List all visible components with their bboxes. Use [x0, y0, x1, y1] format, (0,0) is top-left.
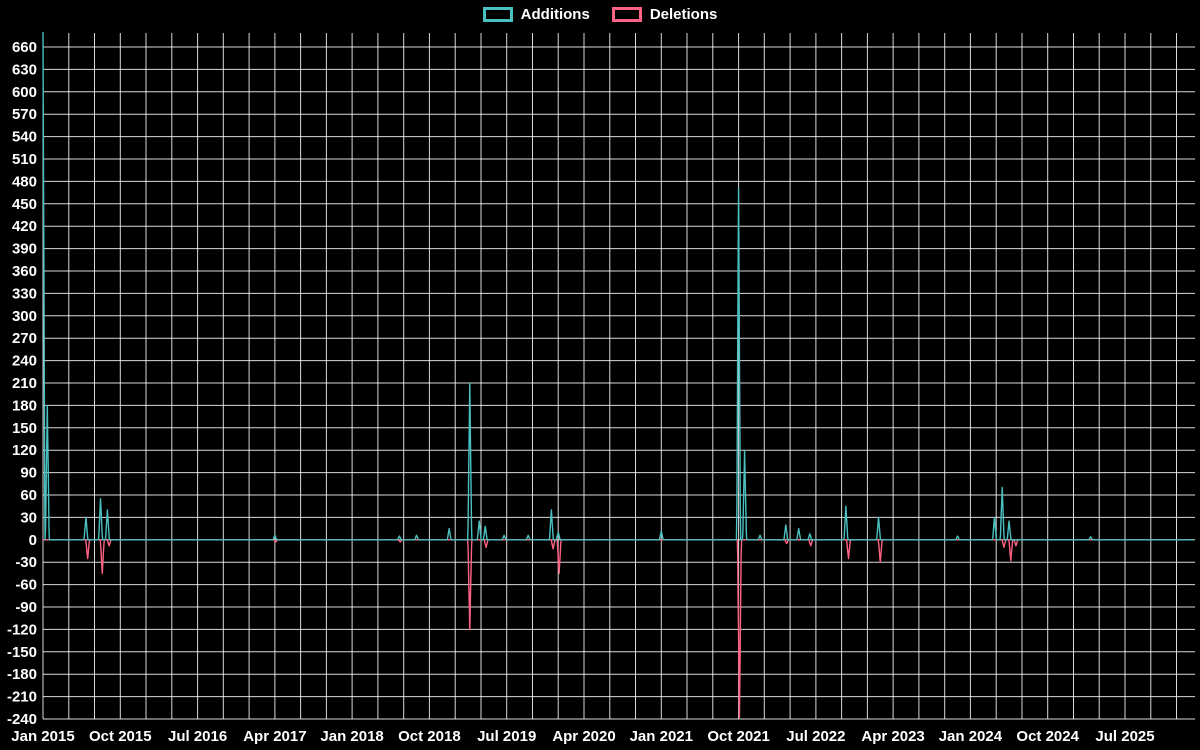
- svg-text:390: 390: [12, 241, 37, 258]
- svg-text:Jul 2022: Jul 2022: [786, 728, 845, 745]
- svg-text:Jul 2019: Jul 2019: [477, 728, 536, 745]
- svg-text:420: 420: [12, 218, 37, 235]
- svg-text:Apr 2017: Apr 2017: [243, 728, 306, 745]
- svg-text:Jan 2015: Jan 2015: [11, 728, 74, 745]
- deletions-legend-label: Deletions: [649, 6, 718, 23]
- svg-text:-60: -60: [15, 577, 37, 594]
- svg-text:-120: -120: [7, 621, 37, 638]
- svg-text:-180: -180: [7, 666, 37, 683]
- svg-text:450: 450: [12, 196, 37, 213]
- svg-text:Oct 2024: Oct 2024: [1016, 728, 1079, 745]
- svg-text:360: 360: [12, 263, 37, 280]
- svg-text:630: 630: [12, 61, 37, 78]
- svg-text:480: 480: [12, 173, 37, 190]
- svg-text:150: 150: [12, 420, 37, 437]
- svg-text:Oct 2021: Oct 2021: [707, 728, 770, 745]
- x-axis-tick-labels: Jan 2015 Oct 2015 Jul 2016 Apr 2017 Jan 2018…: [11, 728, 1154, 745]
- legend-item-additions[interactable]: Additions: [482, 6, 590, 23]
- svg-text:Oct 2015: Oct 2015: [89, 728, 152, 745]
- svg-text:120: 120: [12, 442, 37, 459]
- svg-text:Jan 2024: Jan 2024: [939, 728, 1003, 745]
- svg-text:240: 240: [12, 353, 37, 370]
- svg-text:60: 60: [20, 487, 37, 504]
- svg-text:210: 210: [12, 375, 37, 392]
- legend-item-deletions[interactable]: Deletions: [611, 6, 718, 23]
- svg-text:Oct 2018: Oct 2018: [398, 728, 461, 745]
- svg-text:660: 660: [12, 39, 37, 56]
- svg-text:30: 30: [20, 509, 37, 526]
- svg-text:Apr 2020: Apr 2020: [552, 728, 615, 745]
- additions-legend-swatch: [482, 7, 513, 22]
- svg-text:90: 90: [20, 465, 37, 482]
- svg-text:-210: -210: [7, 689, 37, 706]
- svg-text:Jan 2021: Jan 2021: [630, 728, 693, 745]
- additions-legend-label: Additions: [520, 6, 590, 23]
- svg-text:-30: -30: [15, 554, 37, 571]
- series-additions-line: [42, 31, 1195, 541]
- svg-text:-90: -90: [15, 599, 37, 616]
- svg-text:270: 270: [12, 330, 37, 347]
- chart-legend: Additions Deletions: [0, 7, 1200, 22]
- svg-text:-150: -150: [7, 644, 37, 661]
- svg-text:300: 300: [12, 308, 37, 325]
- svg-text:Jan 2018: Jan 2018: [320, 728, 383, 745]
- horizontal-gridlines: [43, 46, 1195, 720]
- svg-text:330: 330: [12, 285, 37, 302]
- svg-text:570: 570: [12, 106, 37, 123]
- deletions-legend-swatch: [611, 7, 642, 22]
- svg-text:540: 540: [12, 129, 37, 146]
- svg-text:Apr 2023: Apr 2023: [861, 728, 924, 745]
- vertical-gridlines: [42, 33, 1177, 719]
- svg-text:600: 600: [12, 84, 37, 101]
- svg-text:-240: -240: [7, 711, 37, 728]
- svg-text:Jul 2016: Jul 2016: [168, 728, 227, 745]
- svg-text:Jul 2025: Jul 2025: [1095, 728, 1154, 745]
- y-axis-tick-labels: 6606306005705405104804504203903603303002…: [7, 39, 37, 728]
- svg-text:510: 510: [12, 151, 37, 168]
- svg-text:180: 180: [12, 397, 37, 414]
- svg-text:0: 0: [29, 532, 37, 549]
